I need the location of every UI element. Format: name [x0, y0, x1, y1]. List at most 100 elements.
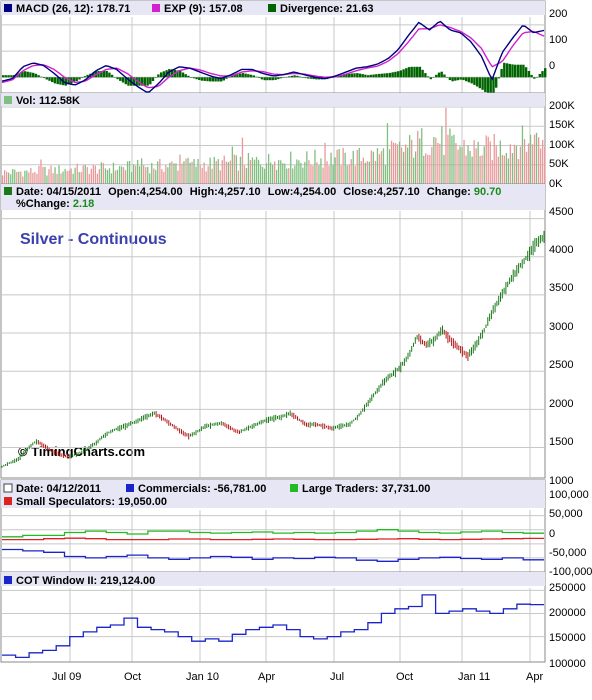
volume-bar: [239, 156, 242, 184]
volume-bar: [193, 159, 195, 184]
volume-bar: [445, 107, 447, 184]
volume-bar: [525, 151, 528, 184]
volume-bar: [491, 160, 493, 184]
price-tick-3000: 3000: [549, 321, 573, 333]
volume-bar: [455, 143, 457, 184]
cot-tick-100000: 100,000: [549, 489, 589, 501]
divergence-bar: [535, 77, 539, 78]
volume-bar: [72, 173, 74, 184]
volume-bar: [173, 163, 175, 184]
divergence-bar: [347, 73, 351, 78]
cot-window-swatch: [4, 576, 12, 584]
volume-bar: [471, 156, 473, 184]
volume-bar: [415, 151, 417, 184]
divergence-bar: [497, 77, 501, 79]
volume-bar: [282, 163, 284, 184]
divergence-bar: [53, 77, 57, 84]
divergence-bar: [217, 77, 220, 82]
divergence-bar: [307, 77, 310, 79]
volume-bar: [400, 147, 403, 184]
volume-bar: [88, 173, 90, 184]
divergence-bar: [18, 72, 21, 78]
volume-bar: [384, 165, 387, 184]
volume-bar: [30, 167, 32, 184]
cotw-tick-200000: 200000: [549, 607, 586, 619]
volume-bar: [257, 159, 260, 184]
volume-bar: [352, 150, 354, 184]
divergence-bar: [236, 74, 239, 78]
volume-bar: [197, 158, 199, 184]
volume-bar: [509, 144, 511, 184]
volume-bar: [542, 139, 544, 184]
divergence-bar: [339, 75, 343, 78]
price-tick-3500: 3500: [549, 282, 573, 294]
volume-bar: [74, 167, 76, 184]
volume-bar: [290, 151, 292, 184]
divergence-bar: [524, 67, 528, 78]
divergence-bar: [181, 72, 185, 78]
volume-bar: [82, 165, 84, 184]
volume-bar: [189, 162, 191, 184]
divergence-bar: [459, 77, 462, 80]
divergence-bar: [124, 77, 127, 85]
volume-bar: [6, 171, 8, 184]
volume-bar: [70, 168, 72, 184]
divergence-bar: [274, 77, 277, 80]
volume-bar: [104, 168, 107, 184]
divergence-bar: [394, 71, 397, 78]
price-low: Low:4,254.00: [268, 186, 336, 198]
volume-bar: [227, 162, 229, 184]
volume-bar: [120, 166, 123, 184]
divergence-bar: [377, 73, 381, 78]
divergence-bar: [7, 75, 10, 78]
volume-bar: [249, 160, 252, 184]
divergence-bar: [255, 76, 258, 78]
volume-bar: [34, 172, 36, 184]
price-pct-line: %Change: 2.18: [16, 198, 94, 210]
volume-bar: [334, 157, 336, 184]
volume-bar: [102, 163, 104, 184]
divergence-bar: [416, 66, 419, 78]
divergence-bar: [233, 74, 236, 78]
divergence-bar: [176, 70, 179, 78]
volume-bar: [40, 159, 42, 184]
divergence-bar: [296, 75, 299, 78]
divergence-bar: [81, 77, 84, 78]
divergence-bar: [315, 77, 318, 80]
divergence-bar: [110, 74, 114, 78]
volume-bar: [276, 169, 278, 184]
divergence-bar: [410, 66, 413, 78]
volume-bar: [332, 164, 334, 184]
volume-bar: [358, 147, 360, 184]
large-traders-label: Large Traders: 37,731.00: [302, 483, 430, 495]
volume-bar: [292, 168, 294, 184]
volume-bar: [421, 128, 423, 184]
volume-bar: [465, 155, 467, 184]
volume-bar: [149, 173, 151, 184]
divergence-bar: [503, 62, 506, 78]
volume-bar: [92, 164, 94, 184]
volume-bar: [511, 153, 514, 184]
volume-bar: [84, 164, 86, 184]
vol-tick-50k: 50K: [549, 158, 569, 170]
volume-bar: [540, 148, 542, 184]
volume-bar: [288, 168, 290, 184]
divergence-bar: [375, 74, 378, 78]
divergence-bar: [100, 71, 103, 78]
divergence-bar: [195, 77, 198, 80]
cot-tick-neg50000: -50,000: [549, 547, 586, 559]
volume-bar: [229, 160, 231, 184]
divergence-bar: [516, 64, 520, 78]
volume-bar: [296, 159, 298, 184]
divergence-bar: [454, 77, 457, 81]
volume-bar: [165, 165, 167, 184]
volume-bar: [386, 123, 389, 184]
volume-bar: [143, 165, 145, 184]
divergence-bar: [372, 74, 375, 78]
volume-bar: [235, 155, 237, 184]
volume-bar: [201, 167, 203, 184]
volume-bar: [2, 175, 4, 184]
volume-bar: [126, 161, 129, 184]
divergence-bar: [154, 77, 157, 78]
volume-bar: [284, 163, 286, 184]
